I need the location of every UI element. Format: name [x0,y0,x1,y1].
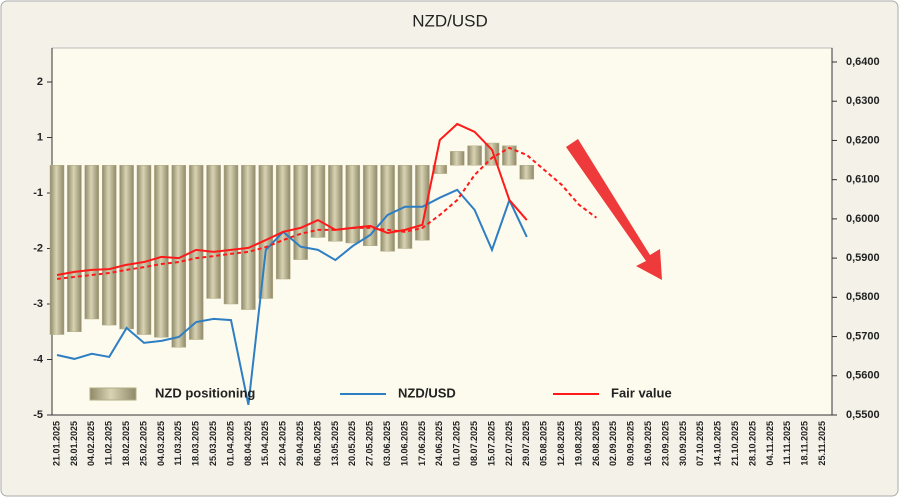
y2-tick-label: 0,5700 [846,330,880,342]
bar [241,165,256,310]
legend-label: NZD/USD [398,385,456,400]
bar [119,165,134,330]
x-tick-label: 29.07.2025 [521,421,531,466]
y2-tick-label: 0,6100 [846,174,880,186]
x-tick-label: 11.02.2025 [104,421,114,466]
x-tick-label: 28.10.2025 [747,421,757,466]
x-tick-label: 16.09.2025 [643,421,653,466]
y-tick-label: -5 [33,409,43,421]
x-tick-label: 22.04.2025 [278,421,288,466]
legend-label: Fair value [611,385,672,400]
trend-arrow [566,139,662,280]
bar [328,165,343,242]
x-tick-label: 13.05.2025 [330,421,340,466]
y2-tick-label: 0,6200 [846,134,880,146]
x-tick-label: 08.04.2025 [243,421,253,466]
x-tick-label: 01.07.2025 [452,421,462,466]
bar [136,165,152,335]
bar [449,151,465,166]
y-tick-label: -4 [33,353,44,365]
x-tick-label: 04.03.2025 [156,421,166,466]
bar [467,145,482,166]
x-tick-label: 12.08.2025 [556,421,566,466]
x-tick-label: 04.11.2025 [765,421,775,466]
x-tick-label: 01.04.2025 [225,421,235,466]
bar [171,165,187,348]
bar [310,165,326,238]
dashed-line [56,146,597,280]
bar [223,165,239,305]
x-tick-label: 04.02.2025 [86,421,96,466]
y2-tick-label: 0,6400 [846,56,880,68]
bar [258,165,274,299]
bar [275,165,291,280]
x-tick-label: 18.03.2025 [191,421,201,466]
x-tick-label: 14.10.2025 [713,421,723,466]
x-tick-label: 08.07.2025 [469,421,479,466]
x-tick-label: 11.11.2025 [782,421,792,465]
x-tick-label: 21.10.2025 [730,421,740,466]
x-tick-label: 09.09.2025 [626,421,636,466]
x-tick-label: 25.03.2025 [208,421,218,466]
x-tick-label: 27.05.2025 [365,421,375,466]
y-tick-label: -1 [33,187,43,199]
bar [206,165,221,299]
bar [293,165,308,260]
y2-tick-label: 0,5800 [846,291,880,303]
x-tick-label: 17.06.2025 [417,421,427,466]
x-tick-label: 15.04.2025 [260,421,270,466]
bar [49,165,65,335]
bar [154,165,169,338]
bar [67,165,82,332]
x-tick-label: 26.08.2025 [591,421,601,466]
x-tick-label: 24.06.2025 [434,421,444,466]
x-tick-label: 18.11.2025 [800,421,810,466]
y2-tick-label: 0,6300 [846,95,880,107]
bar [101,165,117,326]
x-tick-label: 19.08.2025 [573,421,583,466]
y2-tick-label: 0,6000 [846,213,880,225]
bar [345,165,361,244]
bar [84,165,100,320]
chart-title: NZD/USD [412,11,488,30]
x-tick-label: 15.07.2025 [486,421,496,466]
x-tick-label: 18.02.2025 [121,421,131,466]
x-tick-label: 10.06.2025 [399,421,409,466]
line [56,188,528,406]
x-tick-label: 22.07.2025 [504,421,514,466]
x-tick-label: 21.01.2025 [51,421,61,466]
plot-area [51,47,833,416]
y2-tick-label: 0,5600 [846,370,880,382]
bar [380,165,395,252]
y-tick-label: -3 [33,298,43,310]
legend-label: NZD positioning [155,385,255,400]
x-tick-label: 20.05.2025 [347,421,357,466]
x-tick-label: 25.02.2025 [138,421,148,466]
legend-swatch [89,387,137,401]
x-tick-label: 29.04.2025 [295,421,305,466]
x-tick-label: 11.03.2025 [173,421,183,466]
x-tick-label: 06.05.2025 [312,421,322,466]
x-tick-label: 05.08.2025 [539,421,549,466]
x-tick-label: 30.09.2025 [678,421,688,466]
y-tick-label: -2 [33,242,43,254]
x-tick-label: 02.09.2025 [608,421,618,466]
x-tick-label: 23.09.2025 [660,421,670,466]
bar [519,165,535,180]
y2-tick-label: 0,5500 [846,409,880,421]
line [56,122,528,276]
y-tick-label: 1 [37,131,43,143]
y-tick-label: 2 [37,76,43,88]
x-tick-label: 03.06.2025 [382,421,392,466]
y2-tick-label: 0,5900 [846,252,880,264]
x-tick-label: 28.01.2025 [69,421,79,466]
x-tick-label: 25.11.2025 [817,421,827,466]
x-tick-label: 07.10.2025 [695,421,705,466]
